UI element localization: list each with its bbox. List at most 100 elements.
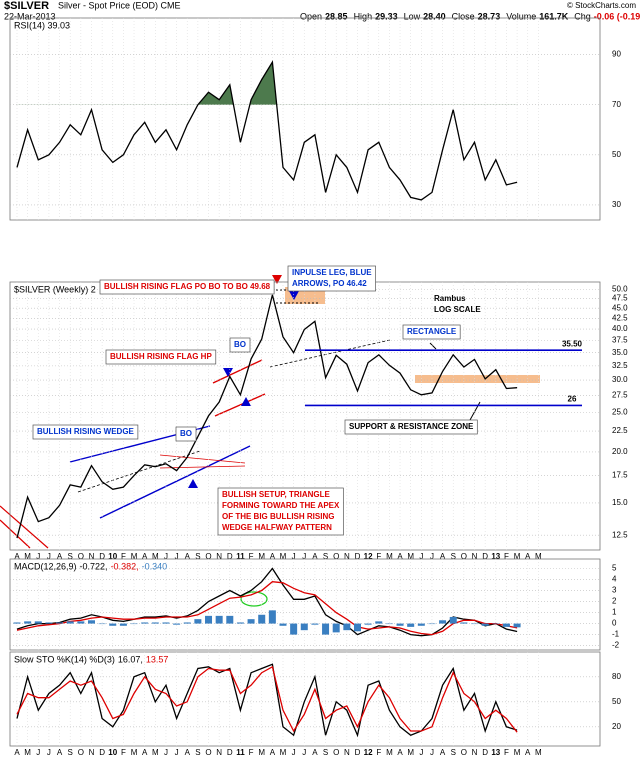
- histogram-bar: [396, 623, 404, 626]
- x-tick-label: J: [419, 748, 423, 757]
- x-tick-label: M: [258, 552, 265, 561]
- x-tick-label: M: [514, 748, 521, 757]
- source: © StockCharts.com: [567, 1, 636, 10]
- histogram-bar: [173, 623, 181, 625]
- x-tick-label: O: [205, 748, 211, 757]
- histogram-bar: [492, 623, 500, 625]
- x-tick-label: N: [344, 552, 350, 561]
- x-tick-label: O: [461, 748, 467, 757]
- histogram-bar: [364, 623, 372, 625]
- x-tick-label: A: [270, 552, 276, 561]
- annotation-text: FORMING TOWARD THE APEX: [222, 501, 340, 510]
- x-tick-label: M: [407, 748, 414, 757]
- x-tick-label: J: [36, 552, 40, 561]
- annotation-text: Rambus: [434, 294, 466, 303]
- x-tick-label: A: [14, 748, 20, 757]
- x-tick-label: D: [99, 552, 105, 561]
- series-line: [16, 567, 518, 637]
- x-tick-label: J: [47, 748, 51, 757]
- x-tick-label: J: [430, 552, 434, 561]
- level-label: 26: [568, 395, 577, 404]
- histogram-bar: [417, 623, 425, 626]
- y-tick-label: 15.0: [612, 498, 628, 507]
- panel-frame: [9, 651, 601, 747]
- histogram-bar: [311, 623, 319, 625]
- x-tick-label: J: [36, 748, 40, 757]
- y-tick-label: 35.0: [612, 348, 628, 357]
- quote-label: Close: [452, 11, 475, 21]
- x-tick-label: M: [386, 748, 393, 757]
- x-tick-label: F: [504, 552, 509, 561]
- x-tick-label: D: [227, 552, 233, 561]
- histogram-bar: [151, 622, 159, 624]
- y-tick-label: 70: [612, 100, 621, 109]
- x-tick-label: O: [78, 552, 84, 561]
- histogram-bar: [481, 623, 489, 626]
- histogram-bar: [268, 610, 276, 624]
- histogram-bar: [279, 623, 287, 626]
- y-tick-label: 2: [612, 597, 617, 606]
- x-tick-label: 10: [108, 552, 117, 561]
- histogram-bar: [407, 623, 415, 627]
- x-tick-label: D: [355, 552, 361, 561]
- x-tick-label: D: [355, 748, 361, 757]
- x-tick-label: A: [142, 552, 148, 561]
- y-tick-label: 42.5: [612, 313, 628, 322]
- annotation: Rambus LOG SCALE: [434, 294, 481, 314]
- y-tick-label: 20: [612, 722, 621, 731]
- annotation-box: [105, 349, 217, 365]
- x-tick-label: N: [216, 552, 222, 561]
- y-tick-label: -1: [612, 630, 620, 639]
- x-tick-label: O: [333, 748, 339, 757]
- x-tick-label: S: [323, 748, 328, 757]
- histogram-bar: [375, 621, 383, 624]
- x-tick-label: M: [535, 748, 542, 757]
- overbought-fill: [197, 62, 277, 105]
- series-line: [16, 294, 518, 539]
- y-tick-label: 0: [612, 619, 617, 628]
- legend-text: 13.57: [146, 654, 169, 664]
- x-tick-label: F: [121, 552, 126, 561]
- quote-label: High: [354, 11, 373, 21]
- y-tick-label: 3: [612, 586, 617, 595]
- histogram-bar: [77, 621, 85, 624]
- y-tick-label: 30: [612, 200, 621, 209]
- series-line: [16, 60, 518, 201]
- histogram-bar: [300, 623, 308, 631]
- y-tick-label: 1: [612, 608, 617, 617]
- histogram-bar: [194, 619, 202, 624]
- histogram-bar: [24, 621, 32, 624]
- x-tick-label: M: [386, 552, 393, 561]
- date: 22-Mar-2013: [4, 11, 56, 21]
- annotation-box: [287, 265, 376, 292]
- annotation: SUPPORT & RESISTANCE ZONE: [344, 419, 478, 435]
- histogram-bar: [130, 623, 138, 625]
- x-tick-label: A: [57, 748, 63, 757]
- x-tick-label: M: [514, 552, 521, 561]
- histogram-bar: [205, 615, 213, 624]
- y-tick-label: -2: [612, 641, 620, 650]
- annotation-text: SUPPORT & RESISTANCE ZONE: [349, 422, 474, 431]
- x-tick-label: M: [407, 552, 414, 561]
- annotation-text: LOG SCALE: [434, 305, 481, 314]
- series-line: [16, 581, 518, 636]
- histogram-bar: [141, 622, 149, 624]
- y-tick-label: 47.5: [612, 294, 628, 303]
- annotation: BULLISH SETUP, TRIANGLE FORMING TOWARD TH…: [217, 487, 344, 536]
- x-tick-label: J: [419, 552, 423, 561]
- x-tick-label: F: [249, 748, 254, 757]
- histogram-bar: [34, 621, 42, 624]
- quote-value: 29.33: [375, 11, 398, 21]
- annotation: BULLISH RISING FLAG HP: [105, 349, 217, 365]
- x-tick-label: J: [292, 748, 296, 757]
- x-tick-label: J: [164, 748, 168, 757]
- y-tick-label: 90: [612, 50, 621, 59]
- x-tick-label: S: [451, 748, 456, 757]
- annotation-box: [217, 487, 344, 536]
- series-line: [16, 665, 518, 733]
- quote-value: 161.7K: [539, 11, 569, 21]
- annotation: RECTANGLE: [402, 324, 461, 340]
- x-tick-label: 13: [491, 748, 500, 757]
